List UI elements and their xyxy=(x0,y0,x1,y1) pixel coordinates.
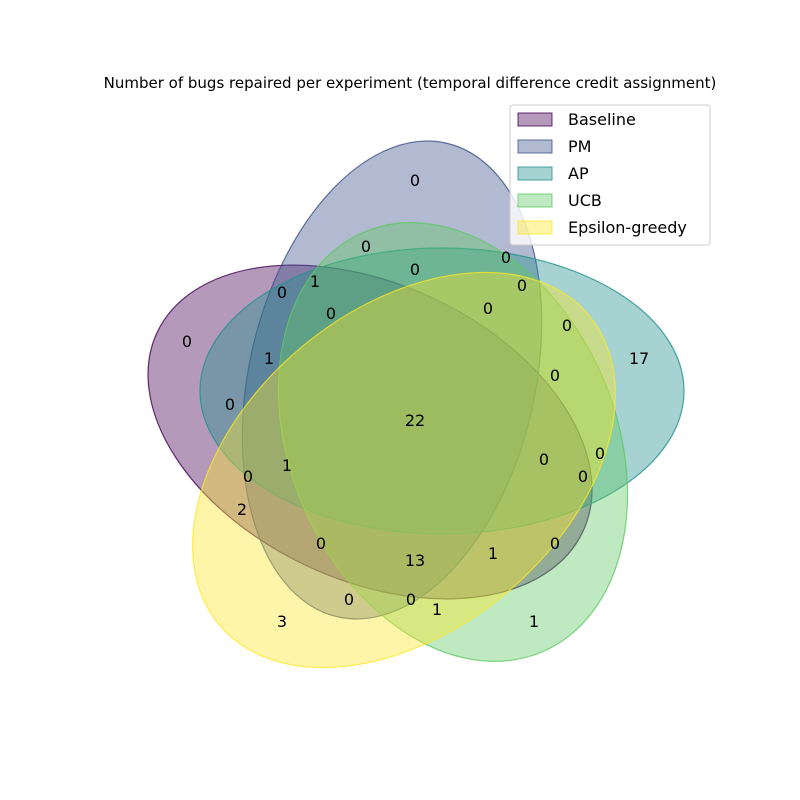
legend-swatch-ucb xyxy=(517,193,553,208)
region-count-10100: 0 xyxy=(225,395,235,414)
set-ellipse-ucb xyxy=(277,222,629,662)
region-count-11001: 0 xyxy=(316,534,326,553)
set-ellipse-ap xyxy=(199,247,685,535)
region-count-11011: 13 xyxy=(405,551,425,570)
legend-frame xyxy=(509,104,711,246)
set-ellipse-epsilon-greedy xyxy=(192,271,616,669)
legend-label-pm: PM xyxy=(568,137,591,156)
region-count-00010: 1 xyxy=(529,612,539,631)
region-count-01110: 0 xyxy=(517,276,527,295)
region-count-10010: 0 xyxy=(578,467,588,486)
legend-label-epsilon-greedy: Epsilon-greedy xyxy=(568,218,687,237)
legend-label-ap: AP xyxy=(568,164,589,183)
region-count-11110: 0 xyxy=(326,304,336,323)
region-count-10011: 0 xyxy=(406,590,416,609)
chart-title: Number of bugs repaired per experiment (… xyxy=(104,74,717,92)
region-count-11000: 0 xyxy=(277,283,287,302)
region-count-11101: 1 xyxy=(282,456,292,475)
legend: Baseline PM AP UCB Epsilon-greedy xyxy=(509,104,711,246)
region-count-01000: 0 xyxy=(410,171,420,190)
region-count-11111: 22 xyxy=(405,411,425,430)
set-ellipse-pm xyxy=(241,140,543,620)
region-count-01011: 0 xyxy=(483,299,493,318)
legend-swatch-baseline xyxy=(517,112,553,127)
region-count-01111: 0 xyxy=(539,450,549,469)
legend-label-baseline: Baseline xyxy=(568,110,636,129)
region-count-00001: 3 xyxy=(277,612,287,631)
set-ellipses xyxy=(147,140,685,669)
region-count-01010: 0 xyxy=(361,237,371,256)
legend-swatch-epsilon-greedy xyxy=(517,220,553,235)
region-count-01101: 0 xyxy=(410,260,420,279)
legend-swatch-pm xyxy=(517,139,553,154)
region-count-00111: 0 xyxy=(550,366,560,385)
region-count-01001: 0 xyxy=(344,590,354,609)
region-count-00101: 0 xyxy=(243,467,253,486)
region-count-11010: 1 xyxy=(310,272,320,291)
region-count-10111: 1 xyxy=(488,544,498,563)
region-count-00100: 17 xyxy=(629,349,649,368)
legend-label-ucb: UCB xyxy=(568,191,602,210)
set-ellipse-baseline xyxy=(147,264,593,600)
region-count-00011: 1 xyxy=(432,600,442,619)
region-count-11100: 1 xyxy=(264,349,274,368)
region-count-00110: 0 xyxy=(562,316,572,335)
region-count-10101: 0 xyxy=(550,534,560,553)
region-count-10000: 0 xyxy=(182,332,192,351)
legend-swatch-ap xyxy=(517,166,553,181)
region-count-01100: 0 xyxy=(501,248,511,267)
region-count-10110: 0 xyxy=(595,444,605,463)
region-count-10001: 2 xyxy=(237,500,247,519)
